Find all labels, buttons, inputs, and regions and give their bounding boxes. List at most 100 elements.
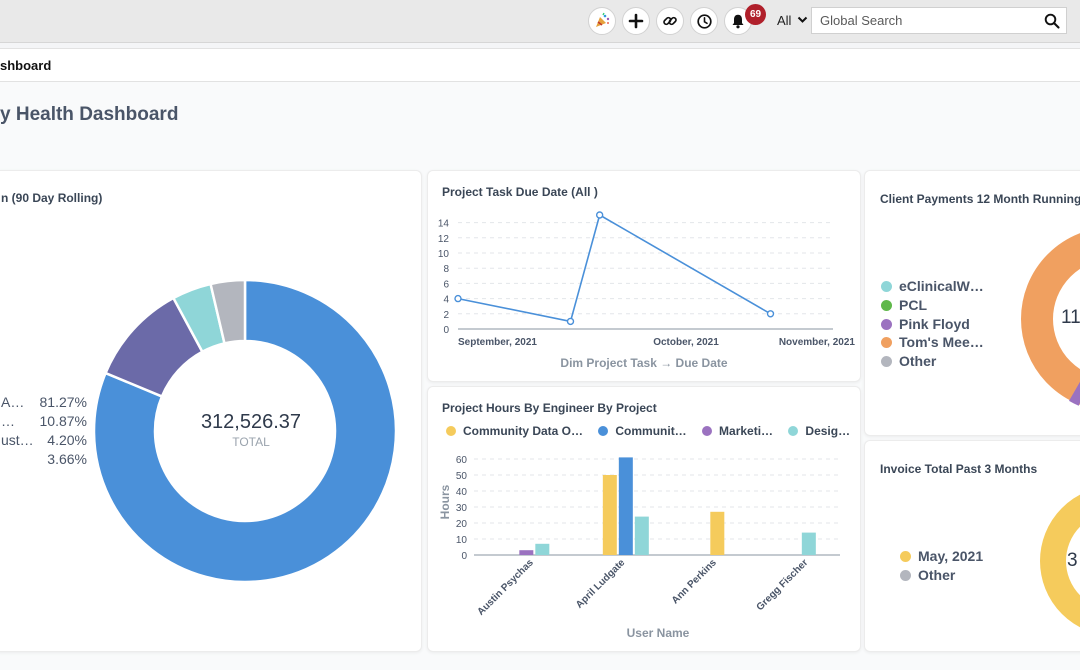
x-axis-title: User Name	[626, 626, 690, 640]
y-tick-label: 2	[443, 310, 449, 321]
legend-label: eClinicalW…	[899, 278, 984, 294]
legend-item[interactable]: Pink Floyd	[881, 316, 970, 332]
donut-slice[interactable]	[209, 278, 247, 345]
legend-label: Tom's Mee…	[899, 334, 984, 350]
bar[interactable]	[710, 511, 725, 555]
plus-icon[interactable]	[622, 7, 650, 35]
search-icon[interactable]	[1044, 13, 1060, 29]
data-point[interactable]	[454, 294, 462, 303]
legend-swatch	[881, 281, 892, 292]
legend-label: ust…	[1, 432, 34, 448]
bar[interactable]	[535, 543, 550, 555]
legend-label: May, 2021	[918, 548, 984, 564]
line-chart: 0 2 4 6 8 10 12 14 September, 2021 October, 2021 N…	[438, 211, 856, 348]
legend-item[interactable]: Communit…	[598, 424, 687, 438]
legend-row: ust… 4.20%	[1, 432, 87, 451]
legend-row: A… 81.27%	[1, 394, 87, 413]
y-tick-label: 14	[438, 219, 450, 230]
bar[interactable]	[801, 532, 816, 555]
legend-percent: 3.66%	[47, 451, 87, 467]
y-tick-label: 50	[456, 471, 468, 482]
link-icon[interactable]	[656, 7, 684, 35]
y-tick-label: 8	[443, 264, 449, 275]
legend-swatch	[881, 300, 892, 311]
legend-item[interactable]: May, 2021	[900, 548, 983, 564]
history-icon[interactable]	[690, 7, 718, 35]
x-tick-label: Ann Perkins	[670, 557, 719, 606]
legend-swatch	[881, 356, 892, 367]
card-title: Project Hours By Engineer By Project	[442, 401, 657, 415]
breadcrumb[interactable]: shboard	[0, 58, 52, 73]
chevron-down-icon[interactable]	[797, 14, 808, 25]
y-tick-label: 10	[438, 249, 450, 260]
legend-swatch	[446, 426, 456, 436]
party-popper-icon[interactable]	[588, 7, 616, 35]
line-series	[457, 213, 771, 323]
bar[interactable]	[602, 475, 617, 555]
legend-swatch	[881, 319, 892, 330]
data-point[interactable]	[595, 211, 604, 219]
x-tick-label: September, 2021	[458, 337, 537, 348]
y-tick-label: 20	[456, 519, 468, 530]
y-tick-label: 0	[461, 551, 467, 562]
legend-percent: 81.27%	[39, 394, 87, 410]
card-title: Project Task Due Date (All )	[442, 185, 598, 199]
bar[interactable]	[519, 550, 534, 555]
legend-label: …	[1, 413, 15, 429]
legend-row: 3.66%	[1, 451, 87, 470]
legend-item[interactable]: Other	[900, 567, 955, 583]
y-tick-label: 40	[456, 487, 468, 498]
search-scope-select[interactable]: All	[777, 13, 792, 28]
donut-center-value: 3	[1067, 550, 1078, 571]
legend-swatch	[788, 426, 799, 436]
legend-item[interactable]: Tom's Mee…	[881, 334, 984, 350]
client-payments-card: Client Payments 12 Month Running eClinic…	[864, 170, 1080, 436]
bar-chart: 0 10 20 30 40 50 60 Austin Psychas April Ludgate…	[456, 455, 840, 618]
donut-total-label: TOTAL	[232, 435, 270, 449]
donut-center: 312,526.37 TOTAL	[171, 411, 331, 449]
data-point[interactable]	[766, 310, 775, 318]
y-tick-label: 4	[443, 295, 449, 306]
x-tick-label: April Ludgate	[574, 557, 628, 611]
legend-label: Communit…	[615, 424, 687, 438]
donut-segment	[1040, 494, 1080, 628]
page-title: y Health Dashboard	[0, 104, 179, 125]
notification-badge: 69	[745, 4, 766, 25]
data-point[interactable]	[566, 317, 575, 326]
legend-swatch	[702, 426, 713, 436]
y-tick-label: 60	[456, 455, 468, 466]
card-title: Invoice Total Past 3 Months	[880, 462, 1038, 476]
donut-total-value: 312,526.37	[200, 411, 302, 433]
y-tick-label: 0	[443, 325, 449, 336]
bar[interactable]	[618, 457, 633, 555]
legend-label: Other	[918, 567, 956, 583]
legend-label: Marketi…	[719, 424, 774, 438]
legend-item[interactable]: eClinicalW…	[881, 278, 984, 294]
donut-slice[interactable]	[92, 278, 398, 584]
legend-label: PCL	[899, 297, 927, 313]
donut-segment	[1021, 233, 1080, 405]
revenue-donut-card: n (90 Day Rolling) A… 81.27% … 10.87% ust……	[0, 170, 422, 652]
invoice-donut	[1040, 494, 1080, 628]
search-input[interactable]	[820, 12, 1040, 29]
donut-segment	[1069, 381, 1080, 406]
global-search	[811, 7, 1067, 34]
legend-item[interactable]: PCL	[881, 297, 927, 313]
legend-percent: 4.20%	[47, 432, 87, 448]
y-tick-label: 10	[456, 535, 468, 546]
legend-item[interactable]: Desig…	[788, 424, 850, 438]
legend-label: Pink Floyd	[899, 316, 970, 332]
x-axis-title: Dim Project Task → Due Date	[560, 356, 728, 370]
bar-legend: Community Data O… Communit… Marketi… Des…	[446, 424, 850, 438]
legend-item[interactable]: Marketi…	[702, 424, 773, 438]
y-axis-title: Hours	[438, 484, 452, 520]
legend-percent: 10.87%	[39, 413, 87, 429]
x-tick-label: November, 2021	[779, 337, 856, 348]
bar[interactable]	[634, 516, 649, 555]
legend-swatch	[900, 570, 911, 581]
x-tick-label: October, 2021	[653, 337, 719, 348]
legend-item[interactable]: Community Data O…	[446, 424, 583, 438]
donut-legend: A… 81.27% … 10.87% ust… 4.20% 3.66%	[1, 394, 87, 470]
legend-swatch	[881, 337, 892, 348]
legend-item[interactable]: Other	[881, 353, 936, 369]
